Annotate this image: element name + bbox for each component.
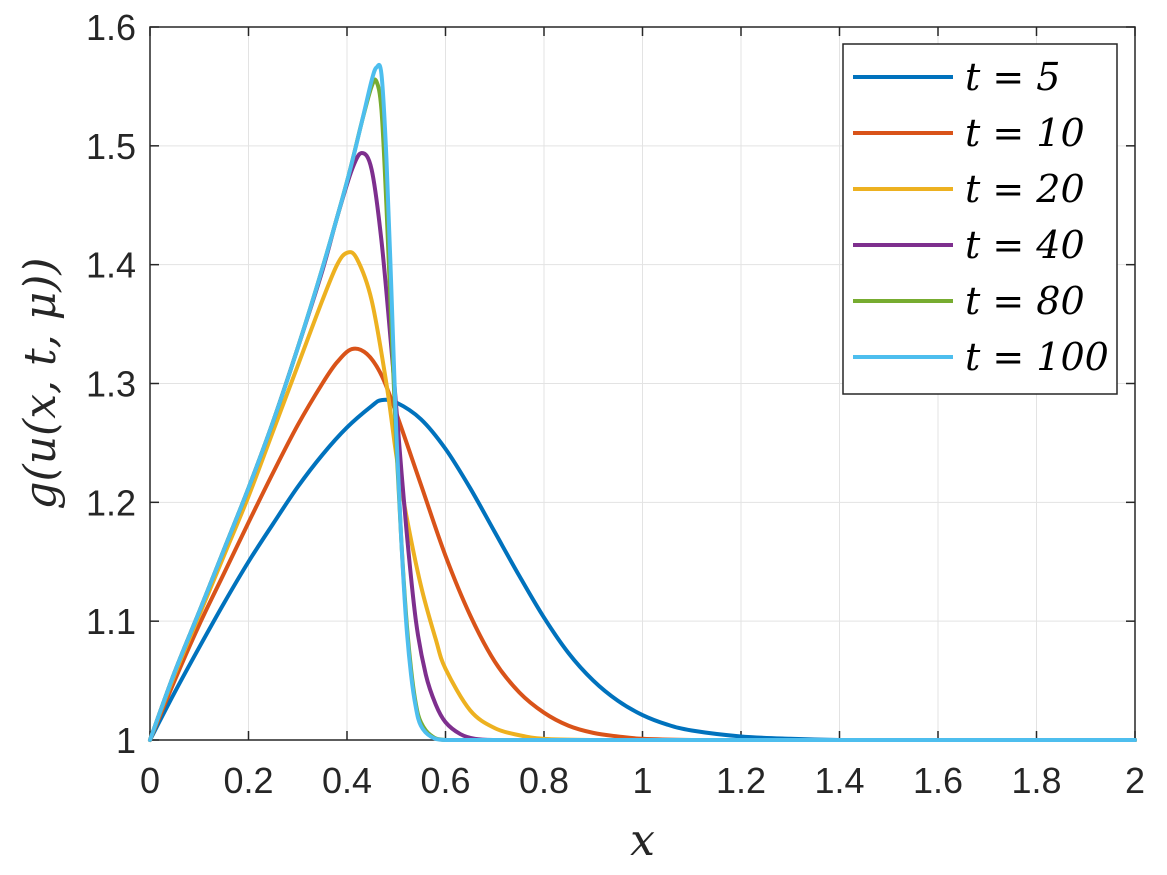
y-axis-label: g(u(x, t, μ)) [15,257,66,509]
x-tick-label: 2 [1125,760,1145,801]
legend-box [842,43,1118,395]
y-tick-label: 1 [116,720,136,761]
y-tick-label: 1.1 [86,601,136,642]
x-axis-label: x [630,815,655,866]
x-tick-label: 1.4 [814,760,864,801]
legend-entry: t = 5 [965,55,1060,99]
series-lines [148,62,1137,743]
y-tick-label: 1.6 [86,7,136,48]
legend-entry: t = 40 [965,223,1085,267]
x-tick-label: 1.8 [1011,760,1061,801]
x-tick-label: 0.2 [223,760,273,801]
y-tick-label: 1.3 [86,364,136,405]
y-tick-label: 1.5 [86,126,136,167]
x-tick-label: 1.6 [913,760,963,801]
legend-entry: t = 10 [965,111,1085,155]
x-tick-label: 0 [140,760,160,801]
x-tick-label: 0.8 [519,760,569,801]
series-line-6 [148,62,1137,743]
x-tick-label: 1.2 [716,760,766,801]
legend-entry: t = 100 [965,335,1109,379]
x-tick-label: 1 [632,760,652,801]
y-tick-label: 1.4 [86,245,136,286]
x-tick-label: 0.4 [322,760,372,801]
ticks: 0 0.2 0.4 0.6 0.8 1 1.2 1.4 1.6 1.8 2 1 1.1 1.2 1.3 1.4… [86,7,1145,801]
x-tick-label: 0.6 [420,760,470,801]
legend: t = 5 t = 10 t = 20 t = 40 t = 80 t = 100 [842,43,1118,395]
legend-entry: t = 20 [965,167,1085,211]
legend-entry: t = 80 [965,279,1085,323]
y-tick-label: 1.2 [86,482,136,523]
